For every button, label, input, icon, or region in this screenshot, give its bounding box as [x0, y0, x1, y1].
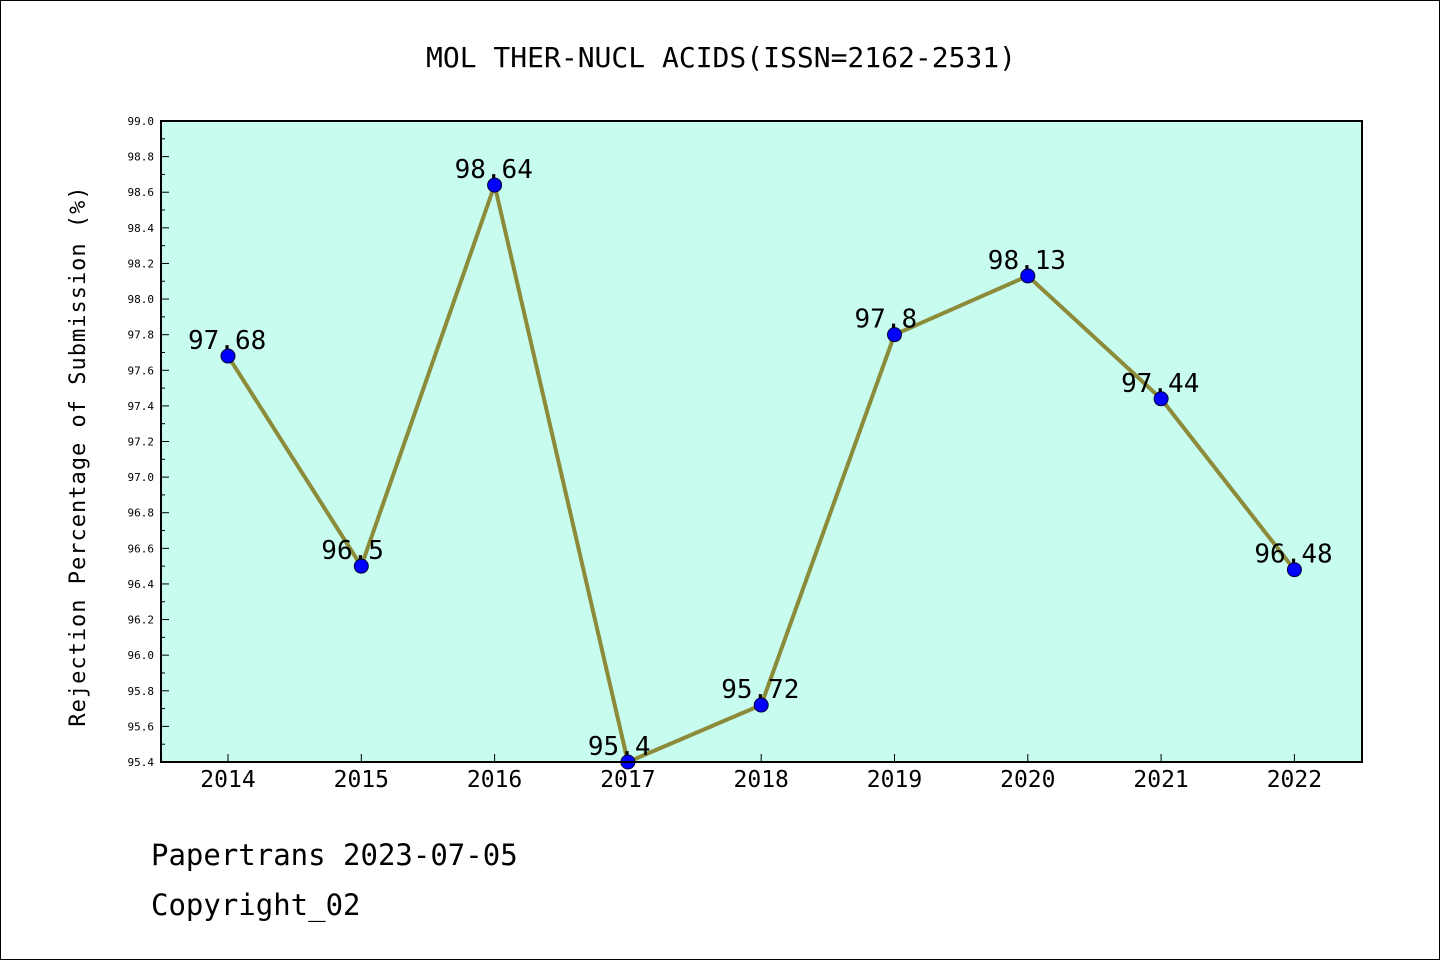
footer-copyright: Copyright_02 — [151, 888, 361, 923]
plot-border — [160, 120, 1363, 763]
y-tick-label: 96.4 — [128, 578, 155, 591]
y-tick-label: 96.8 — [128, 507, 155, 520]
y-tick-label: 98.2 — [128, 257, 155, 270]
x-tick-label: 2020 — [1000, 767, 1055, 793]
data-point — [487, 177, 503, 193]
y-tick-label: 96.2 — [128, 614, 155, 627]
x-tick-label: 2018 — [734, 767, 789, 793]
data-point — [887, 327, 902, 343]
data-label: 95.72 — [721, 675, 799, 705]
chart-title: MOL THER-NUCL ACIDS(ISSN=2162-2531) — [426, 41, 1016, 74]
data-points — [220, 177, 1302, 770]
y-tick-label: 97.2 — [128, 436, 155, 449]
y-tick-label: 95.8 — [128, 685, 155, 698]
y-tick-label: 98.6 — [128, 186, 155, 199]
y-tick-label: 97.0 — [128, 471, 155, 484]
data-point — [753, 697, 769, 713]
data-label: 96.5 — [321, 536, 384, 566]
y-tick-label: 97.4 — [128, 400, 155, 413]
data-point — [353, 558, 369, 574]
x-tick-label: 2014 — [200, 767, 255, 793]
data-labels: 97.68 96.5 98.64 95.4 95.72 97.8 98.13 97.44 96.… — [188, 155, 1333, 762]
y-tick-label: 97.8 — [128, 329, 155, 342]
y-tick-label: 96.0 — [128, 649, 155, 662]
y-tick-label: 98.4 — [128, 222, 155, 235]
y-tick-label: 95.4 — [128, 756, 155, 769]
y-tick-label: 97.6 — [128, 364, 155, 377]
y-tick-label: 96.6 — [128, 542, 155, 555]
x-tick-label: 2022 — [1267, 767, 1322, 793]
y-tick-label: 95.6 — [128, 720, 155, 733]
x-tick-label: 2017 — [600, 767, 655, 793]
y-tick-label: 98.8 — [128, 151, 155, 164]
y-axis-label: Rejection Percentage of Submission (%) — [66, 185, 91, 726]
data-label: 97.68 — [188, 326, 266, 356]
x-tick-label: 2016 — [467, 767, 522, 793]
data-point — [220, 348, 236, 364]
x-tick-label: 2015 — [334, 767, 389, 793]
plot-area — [161, 121, 1362, 762]
data-label: 96.48 — [1254, 540, 1332, 570]
x-axis: 2014 2015 2016 2017 2018 2019 2020 2021 2022 — [200, 754, 1322, 793]
y-tick-label: 99.0 — [128, 115, 155, 128]
y-tick-label: 98.0 — [128, 293, 155, 306]
data-label: 97.44 — [1121, 369, 1199, 399]
footer-date: Papertrans 2023-07-05 — [151, 838, 518, 872]
data-point — [1153, 391, 1169, 407]
data-label: 95.4 — [588, 732, 651, 762]
x-tick-label: 2021 — [1133, 767, 1188, 793]
data-point — [1020, 268, 1036, 284]
data-point — [1286, 562, 1302, 578]
y-axis: 95.4 95.6 95.8 96.0 96.2 96.4 96.6 96.8 97.0 97.2… — [128, 115, 169, 769]
data-label: 98.13 — [988, 246, 1066, 276]
data-label: 98.64 — [455, 155, 533, 185]
x-tick-label: 2019 — [867, 767, 922, 793]
data-label: 97.8 — [855, 305, 918, 335]
